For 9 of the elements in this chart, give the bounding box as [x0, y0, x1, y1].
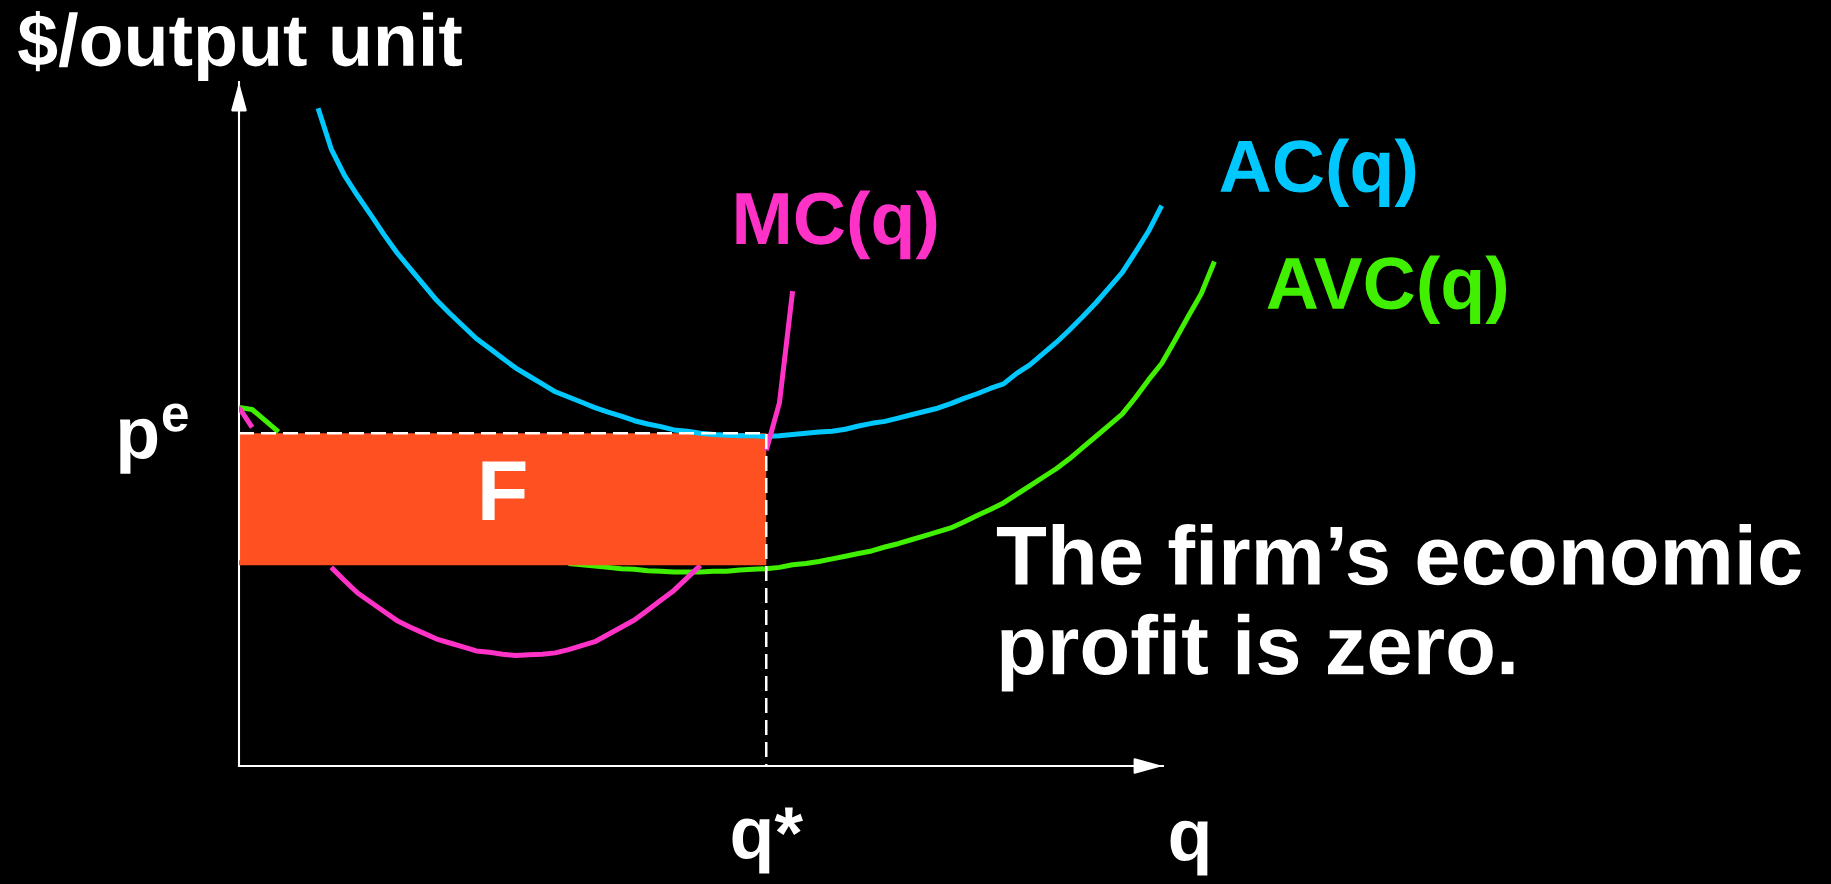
x-axis-title: q	[1170, 820, 1208, 876]
series-label: MC(q)	[736, 190, 937, 260]
annotation: The firm’s economic profit is zero.	[996, 524, 1801, 692]
text: p$^{e}$	[120, 403, 188, 474]
series-label: F	[482, 461, 526, 520]
series-label: AVC(q)	[1267, 255, 1507, 325]
series-label: AC(q)	[1220, 138, 1416, 208]
y-axis-title: $/output unit	[18, 11, 462, 81]
text: q*	[732, 807, 803, 874]
